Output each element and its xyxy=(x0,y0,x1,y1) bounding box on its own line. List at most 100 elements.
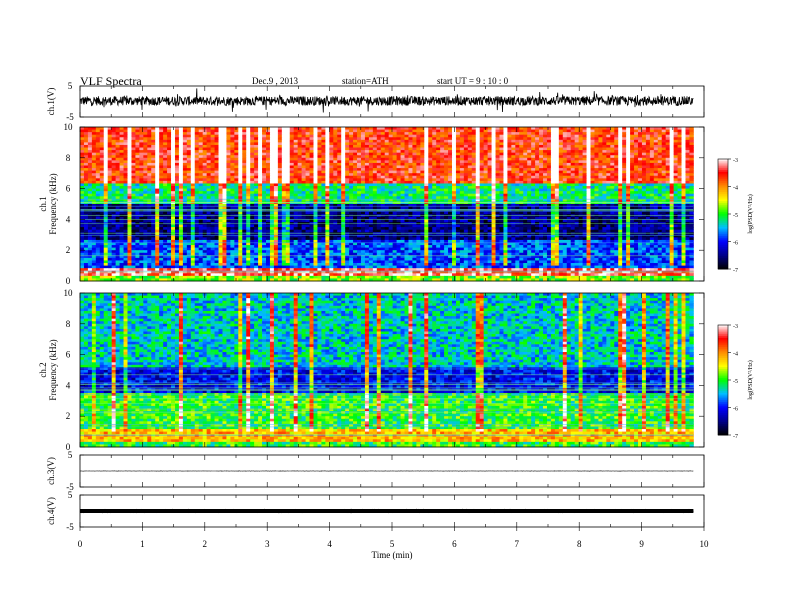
spectrogram-cell xyxy=(645,134,651,138)
spectrogram-cell xyxy=(570,191,576,195)
spectrogram-cell xyxy=(186,204,192,207)
spectrogram-cell xyxy=(178,170,184,174)
spectrogram-cell xyxy=(527,132,532,136)
spectrogram-cell xyxy=(388,129,394,133)
spectrogram-cell xyxy=(665,134,671,138)
spectrogram-cell xyxy=(388,198,394,202)
spectrogram-cell xyxy=(380,147,386,151)
spectrogram-cell xyxy=(495,134,500,138)
spectrogram-cell xyxy=(491,173,496,177)
spectrogram-cell xyxy=(649,147,655,151)
spectrogram-cell xyxy=(606,178,611,182)
spectrogram-cell xyxy=(404,137,409,141)
spectrogram-cell xyxy=(495,142,500,146)
spectrogram-cell xyxy=(246,198,251,202)
spectrogram-cell xyxy=(226,142,231,146)
spectrogram-cell xyxy=(206,175,211,179)
spectrogram-cell xyxy=(531,157,536,161)
spectrogram-cell xyxy=(641,147,647,151)
spectrogram-cell xyxy=(254,142,259,146)
spectrogram-cell xyxy=(653,147,659,151)
spectrogram-cell xyxy=(210,178,215,182)
spectrogram-cell xyxy=(178,183,184,187)
spectrogram-cell xyxy=(345,168,350,172)
spectrogram-cell xyxy=(159,183,164,187)
spectrogram-cell xyxy=(396,144,401,148)
spectrogram-cell xyxy=(234,180,239,184)
spectrogram-cell xyxy=(610,139,615,143)
spectrogram-cell xyxy=(357,196,362,200)
spectrogram-cell xyxy=(444,165,449,169)
spectrogram-cell xyxy=(293,206,299,210)
spectrogram-cell xyxy=(285,183,291,187)
spectrogram-cell xyxy=(412,127,417,130)
spectrogram-cell xyxy=(590,142,595,146)
spectrogram-cell xyxy=(432,132,437,136)
spectrogram-cell xyxy=(337,183,342,187)
spectrogram-cell xyxy=(372,183,378,187)
spectrogram-cell xyxy=(626,188,631,192)
spectrogram-cell xyxy=(107,170,113,174)
spectrogram-cell xyxy=(210,186,215,189)
spectrogram-cell xyxy=(543,191,548,195)
spectrogram-cell xyxy=(111,132,117,136)
spectrogram-cell xyxy=(194,142,200,146)
spectrogram-cell xyxy=(610,147,615,151)
spectrogram-cell xyxy=(372,178,378,182)
spectrogram-cell xyxy=(527,198,532,202)
spectrogram-cell xyxy=(665,198,671,202)
spectrogram-cell xyxy=(574,165,580,169)
spectrogram-cell xyxy=(582,188,587,192)
spectrogram-cell xyxy=(574,144,580,148)
spectrogram-cell xyxy=(582,132,587,136)
spectrogram-cell xyxy=(218,144,223,148)
spectrogram-cell xyxy=(218,132,223,136)
spectrogram-cell xyxy=(416,129,421,133)
spectrogram-cell xyxy=(428,160,433,164)
spectrogram-cell xyxy=(329,173,334,177)
spectrogram-cell xyxy=(230,170,235,174)
spectrogram-cell xyxy=(649,132,655,136)
spectrogram-cell xyxy=(143,198,148,202)
spectrogram-cell xyxy=(459,170,465,174)
spectrogram-cell xyxy=(266,198,271,202)
spectrogram-cell xyxy=(550,178,556,182)
spectrogram-cell xyxy=(459,127,465,130)
spectrogram-cell xyxy=(309,144,314,148)
spectrogram-cell xyxy=(139,180,144,184)
spectrogram-cell xyxy=(333,134,338,138)
spectrogram-cell xyxy=(163,186,168,189)
spectrogram-cell xyxy=(206,160,211,164)
spectrogram-cell xyxy=(503,147,508,151)
spectrogram-cell xyxy=(376,165,382,169)
spectrogram-cell xyxy=(368,186,374,189)
spectrogram-cell xyxy=(459,150,465,154)
spectrogram-cell xyxy=(266,150,271,154)
spectrogram-cell xyxy=(479,137,485,141)
spectrogram-cell xyxy=(459,144,465,148)
spectrogram-cell xyxy=(618,188,623,192)
spectrogram-cell xyxy=(186,178,192,182)
spectrogram-cell xyxy=(459,193,465,197)
spectrogram-cell xyxy=(653,160,659,164)
spectrogram-cell xyxy=(186,147,192,151)
spectrogram-cell xyxy=(285,196,291,200)
spectrogram-cell xyxy=(87,198,93,202)
spectrogram-cell xyxy=(321,132,326,136)
spectrogram-cell xyxy=(190,157,196,161)
spectrogram-cell xyxy=(614,191,619,195)
spectrogram-cell xyxy=(637,186,643,189)
spectrogram-cell xyxy=(432,139,437,143)
spectrogram-cell xyxy=(182,155,188,159)
spectrogram-cell xyxy=(669,180,675,184)
spectrogram-cell xyxy=(226,193,231,197)
spectrogram-cell xyxy=(289,204,295,207)
spectrogram-cell xyxy=(218,206,223,210)
spectrogram-cell xyxy=(689,188,694,192)
spectrogram-cell xyxy=(562,206,568,210)
spectrogram-cell xyxy=(408,147,413,151)
spectrogram-cell xyxy=(566,206,572,210)
spectrogram-cell xyxy=(578,178,583,182)
spectrogram-cell xyxy=(289,186,295,189)
spectrogram-cell xyxy=(685,129,690,133)
